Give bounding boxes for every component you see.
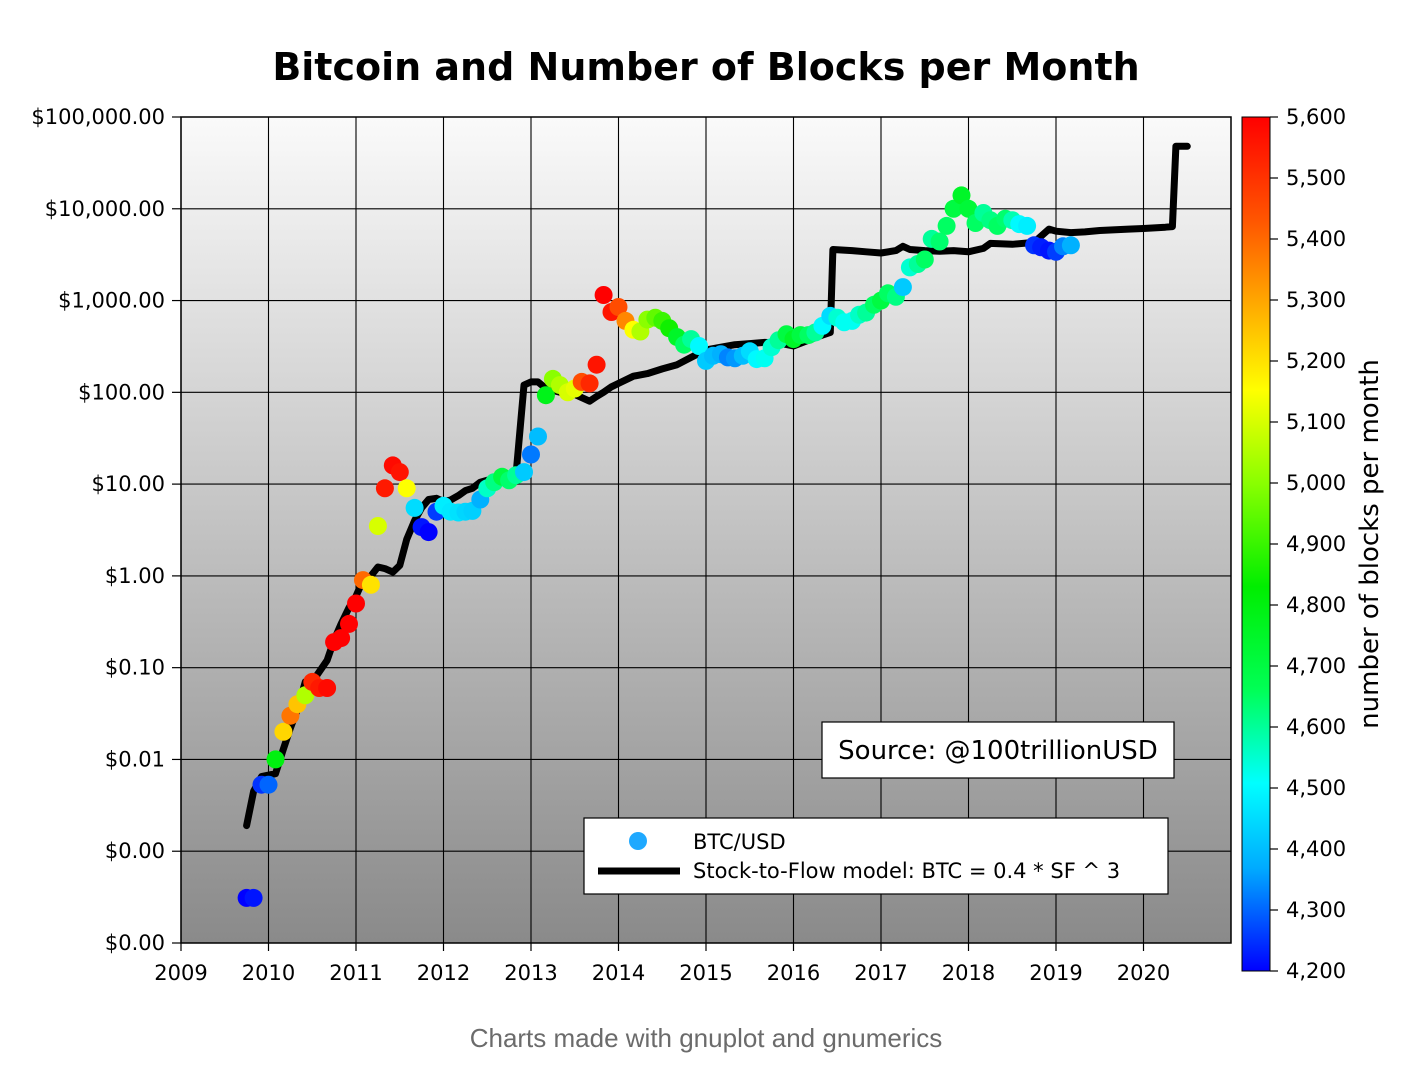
btc-usd-point xyxy=(390,463,409,482)
plot-border xyxy=(180,116,1232,944)
btc-usd-point xyxy=(930,232,949,251)
y-tick-label: $0.00 xyxy=(105,931,165,955)
colorbar-tick-label: 4,300 xyxy=(1286,898,1346,922)
caption: Charts made with gnuplot and gnumerics xyxy=(470,1023,943,1053)
btc-usd-point xyxy=(244,888,263,907)
colorbar-tick-label: 5,000 xyxy=(1286,471,1346,495)
y-tick-label: $10.00 xyxy=(92,472,165,496)
btc-usd-point xyxy=(515,463,533,482)
btc-usd-point xyxy=(915,250,934,269)
x-tick-label: 2020 xyxy=(1117,961,1170,985)
x-tick-label: 2010 xyxy=(242,961,295,985)
x-tick-label: 2009 xyxy=(154,961,207,985)
colorbar-ticks: 4,200 4,300 4,400 4,500 4,600 4,700 4,800 4,900… xyxy=(1270,105,1346,983)
legend-marker-btc-usd xyxy=(629,832,647,850)
plot-marks xyxy=(237,142,1191,907)
btc-usd-point xyxy=(266,750,285,769)
btc-usd-point xyxy=(536,386,555,405)
y-tick-label: $100.00 xyxy=(78,380,165,404)
y-tick-label: $100,000.00 xyxy=(31,105,165,129)
btc-usd-point xyxy=(690,337,708,355)
btc-usd-point xyxy=(609,298,628,316)
x-tick-label: 2015 xyxy=(679,961,732,985)
x-tick-label: 2014 xyxy=(592,961,645,985)
btc-usd-point xyxy=(937,216,956,235)
colorbar-tick-label: 5,400 xyxy=(1286,227,1346,251)
colorbar-label: number of blocks per month xyxy=(1355,359,1385,729)
colorbar xyxy=(1241,116,1271,972)
colorbar-tick-label: 4,400 xyxy=(1286,837,1346,861)
source-box xyxy=(821,721,1175,779)
btc-usd-point xyxy=(296,686,315,705)
btc-usd-point xyxy=(594,286,613,304)
btc-usd-point xyxy=(952,186,971,205)
btc-usd-point xyxy=(1061,236,1080,255)
btc-usd-point xyxy=(375,479,394,498)
btc-usd-point xyxy=(347,594,365,613)
source-annotation: Source: @100trillionUSD xyxy=(838,736,1158,766)
btc-usd-point xyxy=(340,614,358,633)
colorbar-tick-label: 5,600 xyxy=(1286,105,1346,129)
colorbar-tick-label: 5,500 xyxy=(1286,166,1346,190)
btc-usd-point xyxy=(944,199,963,218)
x-tick-label: 2013 xyxy=(504,961,557,985)
btc-usd-point xyxy=(361,575,380,594)
btc-usd-point xyxy=(587,355,606,374)
btc-usd-point xyxy=(1018,216,1037,235)
legend-entry-stock-to-flow: Stock-to-Flow model: BTC = 0.4 * SF ^ 3 xyxy=(693,859,1120,883)
btc-usd-point xyxy=(405,498,424,517)
y-tick-label: $0.00 xyxy=(105,839,165,863)
colorbar-tick-label: 4,200 xyxy=(1286,959,1346,983)
btc-usd-point xyxy=(318,679,337,697)
y-axis: $0.00 $0.00 $0.01 $0.10 $1.00 $10.00 $100.00 $1… xyxy=(31,105,181,955)
x-axis: 2009 2010 2011 2012 2013 2014 2015 2016 2017 2018… xyxy=(154,943,1170,985)
colorbar-tick-label: 5,300 xyxy=(1286,288,1346,312)
btc-usd-point xyxy=(522,445,540,464)
colorbar-tick-label: 4,800 xyxy=(1286,593,1346,617)
btc-usd-point xyxy=(397,479,416,498)
btc-usd-point xyxy=(529,427,547,446)
y-tick-label: $0.10 xyxy=(105,656,165,680)
colorbar-tick-label: 4,500 xyxy=(1286,776,1346,800)
colorbar-tick-label: 4,900 xyxy=(1286,532,1346,556)
x-tick-label: 2017 xyxy=(854,961,907,985)
x-tick-label: 2012 xyxy=(417,961,470,985)
y-tick-label: $10,000.00 xyxy=(45,197,165,221)
btc-usd-point xyxy=(332,629,351,648)
btc-usd-point xyxy=(580,374,599,393)
x-tick-label: 2016 xyxy=(767,961,820,985)
btc-usd-point xyxy=(419,523,438,542)
btc-usd-point xyxy=(893,278,912,297)
colorbar-tick-label: 5,100 xyxy=(1286,410,1346,434)
legend-box xyxy=(583,817,1169,895)
y-tick-label: $1,000.00 xyxy=(58,289,165,313)
btc-usd-point xyxy=(259,775,278,794)
btc-usd-point xyxy=(959,199,978,218)
x-tick-label: 2011 xyxy=(329,961,382,985)
legend: BTC/USD Stock-to-Flow model: BTC = 0.4 *… xyxy=(583,817,1169,895)
y-tick-label: $1.00 xyxy=(105,564,165,588)
chart-title: Bitcoin and Number of Blocks per Month xyxy=(272,45,1139,89)
x-tick-label: 2019 xyxy=(1029,961,1082,985)
colorbar-tick-label: 4,600 xyxy=(1286,715,1346,739)
colorbar-tick-label: 5,200 xyxy=(1286,349,1346,373)
btc-usd-point xyxy=(274,722,293,741)
legend-entry-btc-usd: BTC/USD xyxy=(693,830,786,854)
btc-usd-point xyxy=(368,517,387,535)
x-tick-label: 2018 xyxy=(942,961,995,985)
series-btc-usd xyxy=(237,186,1080,907)
colorbar-tick-label: 4,700 xyxy=(1286,654,1346,678)
y-tick-label: $0.01 xyxy=(105,747,165,771)
